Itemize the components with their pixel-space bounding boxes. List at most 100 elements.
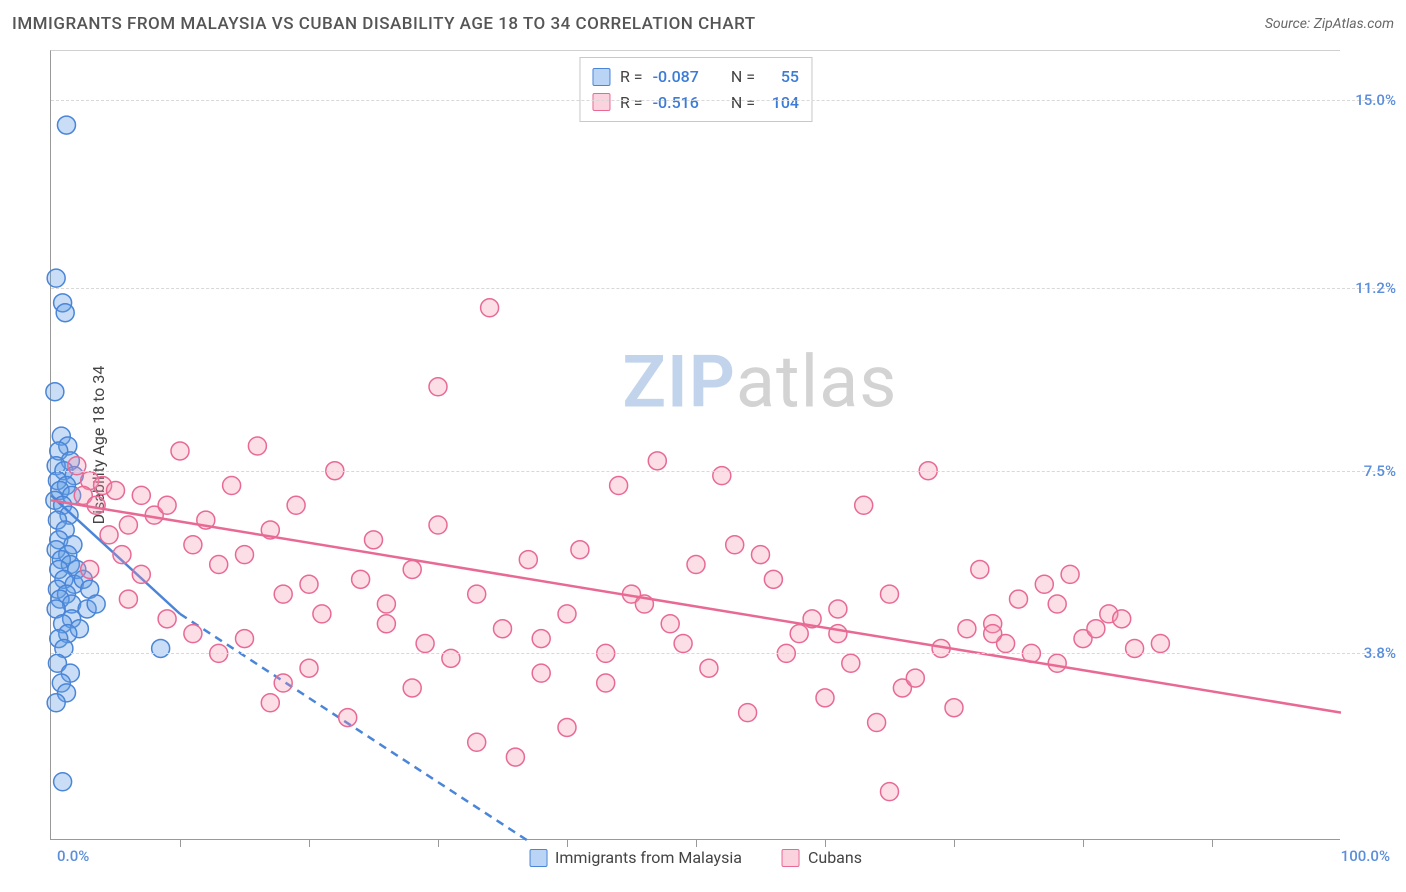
x-tick — [438, 839, 439, 847]
data-point — [339, 709, 357, 727]
title-bar: IMMIGRANTS FROM MALAYSIA VS CUBAN DISABI… — [12, 14, 1394, 34]
data-point — [481, 299, 499, 317]
data-point — [687, 556, 705, 574]
data-point — [700, 659, 718, 677]
gridline-h — [51, 653, 1390, 654]
data-point — [403, 560, 421, 578]
data-point — [313, 605, 331, 623]
y-tick-label: 3.8% — [1364, 644, 1396, 662]
stat-legend: R =-0.087N =55R =-0.516N =104 — [579, 57, 812, 122]
data-point — [119, 516, 137, 534]
data-point — [764, 570, 782, 588]
data-point — [829, 600, 847, 618]
stat-n-label: N = — [731, 64, 755, 90]
x-tick — [954, 839, 955, 847]
data-point — [158, 610, 176, 628]
data-point — [945, 699, 963, 717]
data-point — [429, 378, 447, 396]
data-point — [46, 383, 64, 401]
data-point — [597, 674, 615, 692]
y-tick-label: 15.0% — [1355, 91, 1396, 109]
data-point — [300, 575, 318, 593]
data-point — [1113, 610, 1131, 628]
data-point — [184, 625, 202, 643]
data-point — [416, 635, 434, 653]
data-point — [1048, 595, 1066, 613]
data-point — [47, 269, 65, 287]
data-point — [661, 615, 679, 633]
x-tick — [1083, 839, 1084, 847]
data-point — [54, 773, 72, 791]
data-point — [158, 496, 176, 514]
trend-line — [51, 500, 1341, 712]
data-point — [739, 704, 757, 722]
data-point — [56, 304, 74, 322]
legend-label: Immigrants from Malaysia — [555, 848, 742, 867]
data-point — [558, 605, 576, 623]
data-point — [87, 496, 105, 514]
data-point — [1035, 575, 1053, 593]
legend-swatch — [529, 849, 547, 867]
legend-swatch — [782, 849, 800, 867]
data-point — [1048, 654, 1066, 672]
data-point — [300, 659, 318, 677]
data-point — [816, 689, 834, 707]
data-point — [648, 452, 666, 470]
data-point — [287, 496, 305, 514]
x-legend-item: Cubans — [782, 848, 862, 867]
data-point — [184, 536, 202, 554]
data-point — [674, 635, 692, 653]
data-point — [868, 714, 886, 732]
data-point — [1126, 639, 1144, 657]
data-point — [855, 496, 873, 514]
data-point — [100, 526, 118, 544]
data-point — [971, 560, 989, 578]
data-point — [958, 620, 976, 638]
data-point — [726, 536, 744, 554]
data-point — [494, 620, 512, 638]
y-tick-label: 7.5% — [1364, 462, 1396, 480]
stat-legend-row: R =-0.516N =104 — [592, 90, 799, 116]
data-point — [906, 669, 924, 687]
data-point — [558, 718, 576, 736]
legend-label: Cubans — [808, 848, 862, 867]
data-point — [68, 457, 86, 475]
data-point — [365, 531, 383, 549]
data-point — [210, 556, 228, 574]
data-point — [119, 590, 137, 608]
data-point — [47, 694, 65, 712]
data-point — [881, 585, 899, 603]
x-legend: Immigrants from Malaysia Cubans — [529, 848, 862, 867]
data-point — [171, 442, 189, 460]
data-point — [429, 516, 447, 534]
data-point — [984, 625, 1002, 643]
data-point — [223, 477, 241, 495]
stat-legend-row: R =-0.087N =55 — [592, 64, 799, 90]
source-credit: Source: ZipAtlas.com — [1265, 16, 1394, 32]
trend-line — [180, 614, 528, 841]
data-point — [442, 649, 460, 667]
data-point — [236, 630, 254, 648]
gridline-h — [51, 471, 1390, 472]
legend-swatch — [592, 93, 610, 111]
gridline-h — [51, 288, 1390, 289]
data-point — [274, 585, 292, 603]
data-point — [132, 565, 150, 583]
data-point — [57, 116, 75, 134]
x-tick — [309, 839, 310, 847]
stat-r-value: -0.516 — [653, 90, 699, 116]
data-point — [81, 560, 99, 578]
x-axis-max-label: 100.0% — [1341, 847, 1390, 865]
x-tick — [180, 839, 181, 847]
data-point — [132, 486, 150, 504]
data-point — [1061, 565, 1079, 583]
data-point — [790, 625, 808, 643]
data-point — [532, 630, 550, 648]
data-point — [506, 748, 524, 766]
stat-r-value: -0.087 — [653, 64, 699, 90]
data-point — [519, 551, 537, 569]
data-point — [571, 541, 589, 559]
data-point — [236, 546, 254, 564]
data-point — [107, 481, 125, 499]
x-tick — [1212, 839, 1213, 847]
